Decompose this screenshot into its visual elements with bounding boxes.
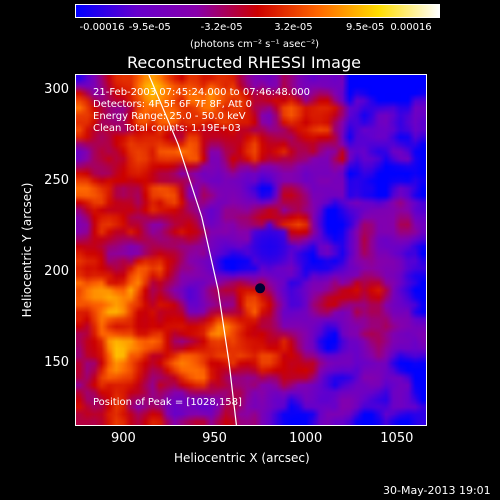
y-tick-labels: 150 200 250 300 xyxy=(0,0,75,500)
y-tick-label: 200 xyxy=(44,263,69,279)
energy-range-text: Energy Range: 25.0 - 50.0 keV xyxy=(93,111,246,122)
x-tick-label: 1050 xyxy=(380,431,414,446)
plot-area: 21-Feb-2003 07:45:24.000 to 07:46:48.000… xyxy=(75,74,427,426)
detectors-text: Detectors: 4F 5F 6F 7F 8F, Att 0 xyxy=(93,99,253,110)
colorbar-gradient xyxy=(76,5,439,17)
chart-title: Reconstructed RHESSI Image xyxy=(127,53,361,72)
heatmap-image xyxy=(76,75,426,425)
colorbar-tick-label: 0.00016 xyxy=(390,22,432,33)
time-range-text: 21-Feb-2003 07:45:24.000 to 07:46:48.000 xyxy=(93,87,311,98)
colorbar-units: (photons cm⁻² s⁻¹ asec⁻²) xyxy=(190,39,320,50)
colorbar xyxy=(75,4,440,18)
overlay-info: 21-Feb-2003 07:45:24.000 to 07:46:48.000… xyxy=(93,87,310,135)
colorbar-tick-label: 9.5e-05 xyxy=(345,22,385,33)
x-tick-label: 900 xyxy=(110,431,136,446)
x-tick-labels: 900 950 1000 1050 xyxy=(0,431,500,447)
plot-overlay xyxy=(148,75,266,425)
peak-marker xyxy=(255,283,266,294)
y-tick-label: 250 xyxy=(44,172,69,188)
x-tick-label: 1000 xyxy=(289,431,323,446)
colorbar-tick-label: -0.00016 xyxy=(79,22,125,33)
colorbar-ticks: -0.00016 -9.5e-05 -3.2e-05 3.2e-05 9.5e-05 0.… xyxy=(0,22,500,36)
solar-limb-line xyxy=(148,75,237,425)
y-axis-label: Heliocentric Y (arcsec) xyxy=(20,182,34,318)
y-tick-label: 150 xyxy=(44,355,69,371)
peak-position-text: Position of Peak = [1028,158] xyxy=(93,397,242,408)
colorbar-tick-label: -9.5e-05 xyxy=(128,22,171,33)
clean-counts-text: Clean Total counts: 1.19E+03 xyxy=(93,123,241,134)
x-tick-label: 950 xyxy=(202,431,227,446)
peak-dot xyxy=(255,283,266,294)
y-tick-label: 300 xyxy=(44,81,69,97)
colorbar-tick-label: 3.2e-05 xyxy=(274,22,313,33)
x-axis-label: Heliocentric X (arcsec) xyxy=(174,451,310,465)
footer-timestamp: 30-May-2013 19:01 xyxy=(383,484,491,497)
colorbar-tick-label: -3.2e-05 xyxy=(200,22,243,33)
